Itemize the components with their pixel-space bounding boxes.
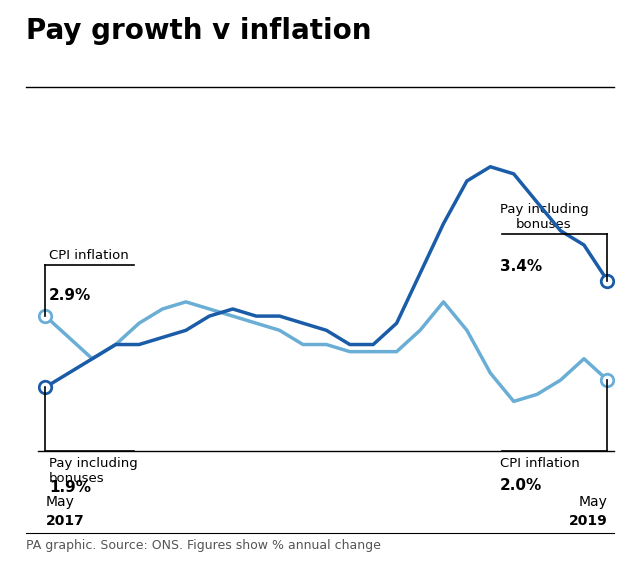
- Text: Pay including
bonuses: Pay including bonuses: [500, 204, 588, 231]
- Text: 2017: 2017: [45, 514, 84, 528]
- Text: 1.9%: 1.9%: [49, 479, 91, 495]
- Text: PA graphic. Source: ONS. Figures show % annual change: PA graphic. Source: ONS. Figures show % …: [26, 539, 380, 552]
- Text: 2.0%: 2.0%: [500, 478, 542, 494]
- Text: Pay growth v inflation: Pay growth v inflation: [26, 17, 371, 45]
- Text: May: May: [45, 495, 74, 509]
- Text: 2.9%: 2.9%: [49, 288, 91, 303]
- Text: CPI inflation: CPI inflation: [49, 249, 129, 262]
- Text: May: May: [579, 495, 607, 509]
- Text: 3.4%: 3.4%: [500, 259, 542, 274]
- Text: 2019: 2019: [568, 514, 607, 528]
- Text: Pay including
bonuses: Pay including bonuses: [49, 457, 138, 485]
- Text: CPI inflation: CPI inflation: [500, 457, 579, 470]
